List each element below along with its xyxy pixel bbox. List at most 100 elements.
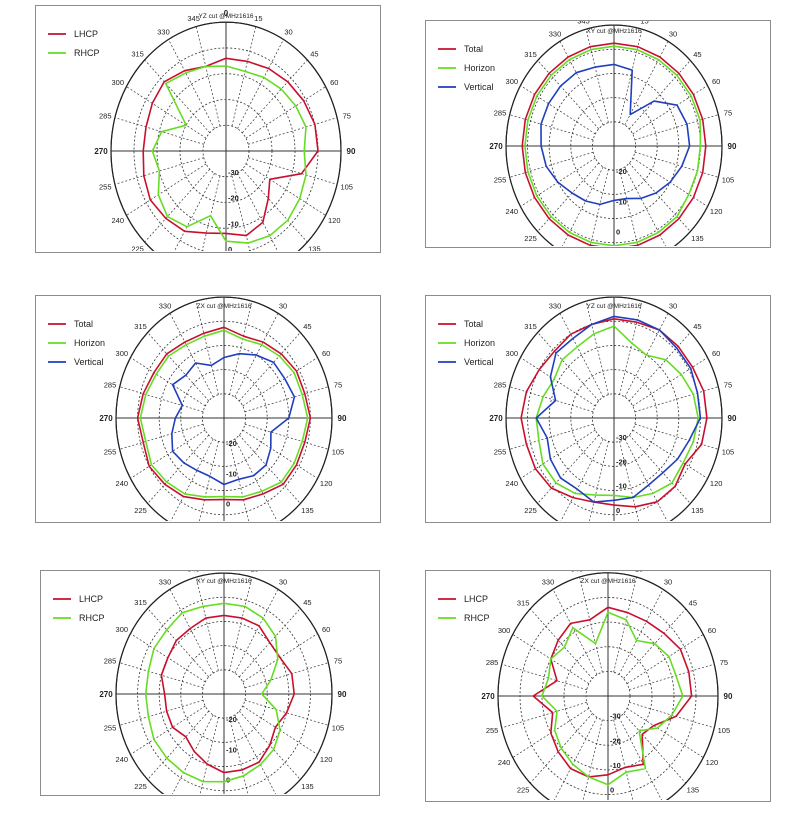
angle-label: 30 xyxy=(664,578,672,587)
polar-chart-panel: XY cut @MHz16160153045607590105120135150… xyxy=(40,570,380,796)
grid-spoke xyxy=(242,59,308,134)
grid-spoke xyxy=(629,434,691,504)
radial-label: 0 xyxy=(610,786,614,795)
legend-label: Total xyxy=(74,319,93,329)
grid-spoke xyxy=(509,423,594,450)
polar-chart-panel: ZX cut @MHz16160153045607590105120135150… xyxy=(425,570,771,802)
angle-label: 240 xyxy=(506,207,519,216)
angle-label: 255 xyxy=(99,183,112,192)
angle-label: 270 xyxy=(489,142,503,151)
legend-label: RHCP xyxy=(79,613,105,623)
grid-spoke xyxy=(147,434,209,504)
radial-label: 0 xyxy=(226,500,230,509)
grid-spoke xyxy=(537,434,599,504)
angle-label: 240 xyxy=(116,479,129,488)
grid-spoke xyxy=(552,589,598,675)
angle-label: 135 xyxy=(301,506,314,515)
radial-label: -30 xyxy=(616,433,627,442)
legend-label: LHCP xyxy=(74,29,98,39)
grid-spoke xyxy=(237,39,284,129)
angle-label: 75 xyxy=(343,111,351,120)
grid-spoke xyxy=(147,710,209,780)
legend-label: Horizon xyxy=(464,63,495,73)
angle-label: 90 xyxy=(728,142,737,151)
legend-label: RHCP xyxy=(74,48,100,58)
grid-spoke xyxy=(174,173,215,251)
grid-spoke xyxy=(634,423,719,450)
series-line-total xyxy=(520,318,708,508)
angle-label: 135 xyxy=(687,785,700,794)
angle-label: 135 xyxy=(301,782,314,791)
angle-label: 105 xyxy=(332,724,345,733)
angle-label: 255 xyxy=(104,448,117,457)
angle-label: 30 xyxy=(279,301,287,310)
grid-spoke xyxy=(130,357,206,407)
radial-label: -10 xyxy=(226,469,237,478)
grid-spoke xyxy=(560,438,604,521)
series-line-total xyxy=(136,326,312,501)
radial-label: 0 xyxy=(616,228,620,237)
grid-spoke xyxy=(613,719,634,800)
angle-label: 330 xyxy=(157,28,170,37)
angle-label: 225 xyxy=(134,782,147,791)
series-line-horizon xyxy=(524,45,702,246)
angle-label: 285 xyxy=(104,656,117,665)
radial-label: -30 xyxy=(228,168,239,177)
angle-label: 15 xyxy=(250,571,258,573)
angle-label: 15 xyxy=(254,14,262,23)
angle-label: 45 xyxy=(689,599,697,608)
angle-label: 90 xyxy=(728,414,737,423)
radial-label: -20 xyxy=(226,439,237,448)
angle-label: 15 xyxy=(250,296,258,297)
grid-spoke xyxy=(619,29,643,123)
grid-spoke xyxy=(501,663,587,690)
angle-label: 330 xyxy=(549,301,562,310)
polar-chart-svg: YZ cut @MHz16160153045607590105120135150… xyxy=(438,296,737,521)
legend-label: Total xyxy=(464,319,483,329)
angle-label: 270 xyxy=(94,147,108,156)
grid-spoke xyxy=(242,357,318,407)
angle-label: 240 xyxy=(111,216,124,225)
angle-label: 300 xyxy=(506,349,519,358)
angle-label: 60 xyxy=(322,349,330,358)
grid-spoke xyxy=(119,699,204,726)
angle-label: 300 xyxy=(116,625,129,634)
angle-label: 105 xyxy=(722,176,735,185)
angle-label: 45 xyxy=(693,50,701,59)
grid-spoke xyxy=(234,438,278,521)
chart-title: YZ cut @MHz1616 xyxy=(198,13,253,20)
grid-spoke xyxy=(629,60,691,130)
legend-label: Total xyxy=(464,44,483,54)
angle-label: 120 xyxy=(328,216,341,225)
polar-chart-svg: XY cut @MHz16160153045607590105120135150… xyxy=(438,21,737,246)
radial-label: -20 xyxy=(616,457,627,466)
grid-spoke xyxy=(229,577,253,671)
series-line-vertical xyxy=(171,352,296,486)
angle-label: 105 xyxy=(340,183,353,192)
series-line-lhcp xyxy=(142,57,319,237)
grid-spoke xyxy=(144,168,210,243)
angle-label: 345 xyxy=(187,571,200,573)
grid-spoke xyxy=(629,663,715,690)
grid-spoke xyxy=(195,26,221,127)
radial-label: -20 xyxy=(610,736,621,745)
angle-label: 90 xyxy=(338,690,347,699)
grid-spoke xyxy=(613,576,637,673)
angle-label: 60 xyxy=(708,626,716,635)
legend-label: RHCP xyxy=(464,613,490,623)
radial-label: 0 xyxy=(616,506,620,515)
series-line-vertical xyxy=(535,315,702,503)
radial-label: -30 xyxy=(610,712,621,721)
angle-label: 90 xyxy=(347,147,356,156)
polar-chart-svg: XY cut @MHz16160153045607590105120135150… xyxy=(53,571,347,794)
legend-label: LHCP xyxy=(464,594,488,604)
angle-label: 300 xyxy=(111,78,124,87)
grid-spoke xyxy=(626,634,704,684)
grid-spoke xyxy=(242,168,308,243)
grid-spoke xyxy=(242,429,318,479)
grid-spoke xyxy=(126,163,207,216)
series-line-lhcp xyxy=(532,606,693,778)
grid-spoke xyxy=(198,441,219,521)
grid-spoke xyxy=(529,608,593,679)
angle-label: 330 xyxy=(549,29,562,38)
